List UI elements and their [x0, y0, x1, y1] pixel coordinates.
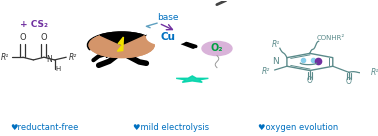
- Text: N: N: [272, 57, 279, 67]
- Text: ♥mild electrolysis: ♥mild electrolysis: [133, 123, 209, 132]
- Wedge shape: [87, 32, 148, 50]
- Text: R²: R²: [262, 67, 270, 76]
- Text: base: base: [157, 13, 178, 22]
- Text: R¹: R¹: [272, 40, 280, 49]
- Text: R¹: R¹: [371, 67, 378, 77]
- FancyBboxPatch shape: [107, 55, 130, 58]
- Text: N: N: [46, 55, 52, 64]
- Text: + CS₂: + CS₂: [20, 20, 48, 29]
- Text: O: O: [41, 33, 47, 42]
- Ellipse shape: [143, 12, 192, 23]
- Wedge shape: [100, 32, 143, 45]
- Ellipse shape: [202, 41, 232, 55]
- Text: CONHR²: CONHR²: [317, 35, 345, 41]
- Text: H: H: [56, 66, 61, 72]
- Text: O: O: [307, 76, 313, 85]
- Text: R²: R²: [68, 53, 77, 62]
- Text: O: O: [20, 33, 26, 42]
- Text: O₂: O₂: [211, 44, 223, 53]
- Text: ♥reductant-free: ♥reductant-free: [10, 123, 78, 132]
- Text: ♥oxygen evolution: ♥oxygen evolution: [258, 123, 338, 132]
- Text: O: O: [346, 77, 352, 86]
- Circle shape: [89, 33, 154, 58]
- Polygon shape: [118, 37, 123, 51]
- Text: Cu: Cu: [160, 32, 175, 42]
- Text: R¹: R¹: [1, 53, 9, 62]
- Circle shape: [147, 29, 188, 45]
- Circle shape: [89, 33, 154, 58]
- Polygon shape: [176, 76, 208, 82]
